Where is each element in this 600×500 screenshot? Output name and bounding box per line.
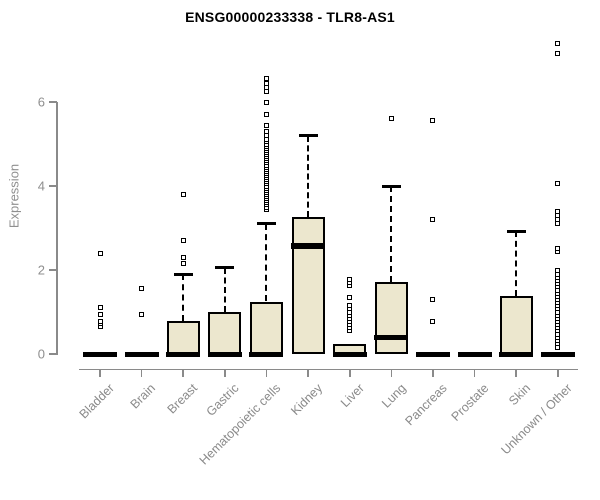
outlier-point [555,208,561,214]
x-axis-category-label: Brain [127,381,159,412]
whisker-cap [173,272,193,276]
whisker-line [182,274,185,322]
whisker-line [265,223,268,302]
outlier-point [555,181,561,187]
outlier-point [555,268,561,274]
outlier-point [347,294,353,300]
x-axis-tick [557,368,559,377]
whisker-cap [215,266,235,270]
outlier-point [139,311,145,317]
x-axis-line [79,368,578,371]
x-axis-tick [265,368,268,377]
outlier-point [263,128,269,134]
outlier-point [263,76,269,82]
x-axis-category-label: Prostate [448,381,492,424]
outlier-point [180,254,186,260]
outlier-point [430,296,436,302]
box-iqr [166,321,200,354]
outlier-point [97,311,103,317]
x-axis-tick [99,368,101,377]
chart-title: ENSG00000233338 - TLR8-AS1 [185,9,395,25]
x-axis-category-label: Liver [337,381,367,411]
outlier-point [97,305,103,311]
outlier-point [430,318,436,324]
median-line [83,351,117,357]
x-axis-tick [348,368,351,377]
x-axis-tick [515,368,517,377]
y-axis-line [56,102,58,355]
median-line [499,351,534,357]
x-axis-tick [307,368,309,377]
whisker-cap [298,134,318,138]
outlier-point [263,122,269,128]
median-line [332,351,367,357]
x-axis-category-label: Skin [506,381,534,409]
y-axis-label: Expression [6,163,22,229]
outlier-point [555,245,561,251]
whisker-line [307,135,310,217]
median-line [374,334,409,341]
box-iqr [374,281,408,354]
outlier-point [97,250,103,256]
whisker-cap [506,229,526,233]
y-axis-tick [49,353,57,355]
x-axis-category-label: Gastric [203,381,242,419]
x-axis-tick [390,368,393,377]
box-iqr [291,216,325,354]
x-axis-category-label: Breast [164,381,201,417]
outlier-point [180,238,186,244]
x-axis-tick [224,368,226,377]
y-axis-tick-label: 4 [37,178,45,194]
x-axis-category-label: Lung [378,381,409,411]
x-axis-category-label: Pancreas [402,381,450,429]
x-axis-tick [432,368,434,377]
outlier-point [388,116,394,122]
y-axis-tick-label: 0 [37,346,45,362]
outlier-point [555,40,561,46]
median-line [540,351,575,357]
outlier-point [263,112,269,118]
outlier-point [263,99,269,105]
x-axis-tick [140,368,143,377]
median-line [291,243,326,249]
outlier-point [180,261,186,267]
whisker-cap [256,222,276,226]
x-axis-category-label: Kidney [288,381,326,418]
outlier-point [430,118,436,124]
median-line [124,351,159,357]
outlier-point [347,276,353,282]
outlier-point [97,318,103,324]
box-iqr [249,301,283,354]
x-axis-tick [182,368,185,377]
outlier-point [430,217,436,223]
x-axis-tick [473,368,476,377]
median-line [166,351,201,357]
outlier-point [139,286,145,292]
whisker-line [223,267,226,312]
outlier-point [347,303,353,309]
y-axis-tick [49,185,57,187]
y-axis-tick-label: 6 [37,94,45,110]
y-axis-tick [49,269,57,271]
x-axis-category-label: Hematopoietic cells [196,381,284,468]
outlier-point [555,51,561,57]
whisker-line [390,186,393,282]
y-axis-tick-label: 2 [37,262,45,278]
whisker-line [515,231,518,297]
y-axis-tick [49,101,57,103]
median-line [249,351,284,357]
box-iqr [499,296,533,354]
x-axis-category-label: Bladder [76,381,117,422]
box-iqr [208,312,242,354]
median-line [415,351,450,357]
whisker-cap [381,184,401,188]
median-line [457,351,492,357]
median-line [207,351,242,357]
outlier-point [180,191,186,197]
